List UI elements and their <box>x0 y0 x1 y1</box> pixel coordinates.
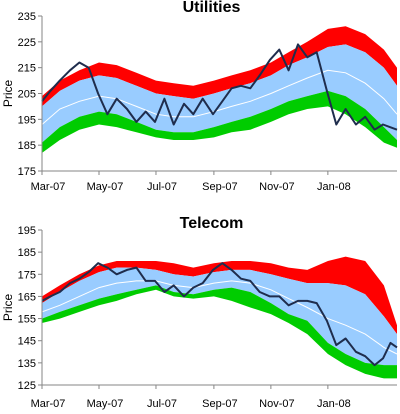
x-tick-label: Sep-07 <box>202 181 237 193</box>
chart-title: Telecom <box>180 215 244 232</box>
x-tick-label: Mar-07 <box>31 181 66 193</box>
lower-band <box>42 90 397 153</box>
y-tick-label: 225 <box>18 37 36 49</box>
y-axis-title: Price <box>1 80 15 108</box>
x-tick-label: Sep-07 <box>202 398 237 410</box>
x-tick-label: Nov-07 <box>259 398 294 410</box>
inner-band <box>42 44 397 143</box>
y-tick-label: 185 <box>18 247 36 259</box>
x-tick-label: Jan-08 <box>317 181 351 193</box>
chart-utilities: Utilities 175 185 195 205 215 225 235 Mar-07 May-… <box>1 0 398 193</box>
y-tick-label: 165 <box>18 291 36 303</box>
x-tick-label: May-07 <box>87 398 124 410</box>
x-tick-label: Nov-07 <box>259 181 294 193</box>
y-tick-label: 175 <box>18 269 36 281</box>
y-tick-label: 235 <box>18 11 36 23</box>
y-tick-label: 185 <box>18 140 36 152</box>
y-tick-label: 145 <box>18 336 36 348</box>
price-series-line <box>41 43 398 131</box>
x-tick-label: Jan-08 <box>317 398 351 410</box>
upper-band <box>42 256 397 335</box>
upper-band <box>42 26 397 107</box>
y-tick-label: 195 <box>18 225 36 237</box>
inner-band <box>42 267 397 366</box>
y-tick-label: 195 <box>18 114 36 126</box>
chart-title: Utilities <box>183 0 241 16</box>
x-tick-label: Mar-07 <box>31 398 66 410</box>
y-tick-label: 175 <box>18 166 36 178</box>
lower-band <box>42 285 397 379</box>
y-axis-title: Price <box>1 294 15 322</box>
price-series-line <box>41 262 398 367</box>
y-tick-label: 125 <box>18 380 36 392</box>
x-tick-label: Jul-07 <box>147 181 177 193</box>
y-tick-label: 135 <box>18 358 36 370</box>
x-tick-label: Jul-07 <box>147 398 177 410</box>
x-tick-label: May-07 <box>87 181 124 193</box>
y-tick-label: 205 <box>18 89 36 101</box>
chart-telecom: Telecom 125 135 145 155 165 175 185 195 Mar-07 May… <box>1 215 398 410</box>
y-tick-label: 215 <box>18 63 36 75</box>
mid-line <box>41 280 398 355</box>
y-tick-label: 155 <box>18 314 36 326</box>
mid-line <box>41 69 398 125</box>
